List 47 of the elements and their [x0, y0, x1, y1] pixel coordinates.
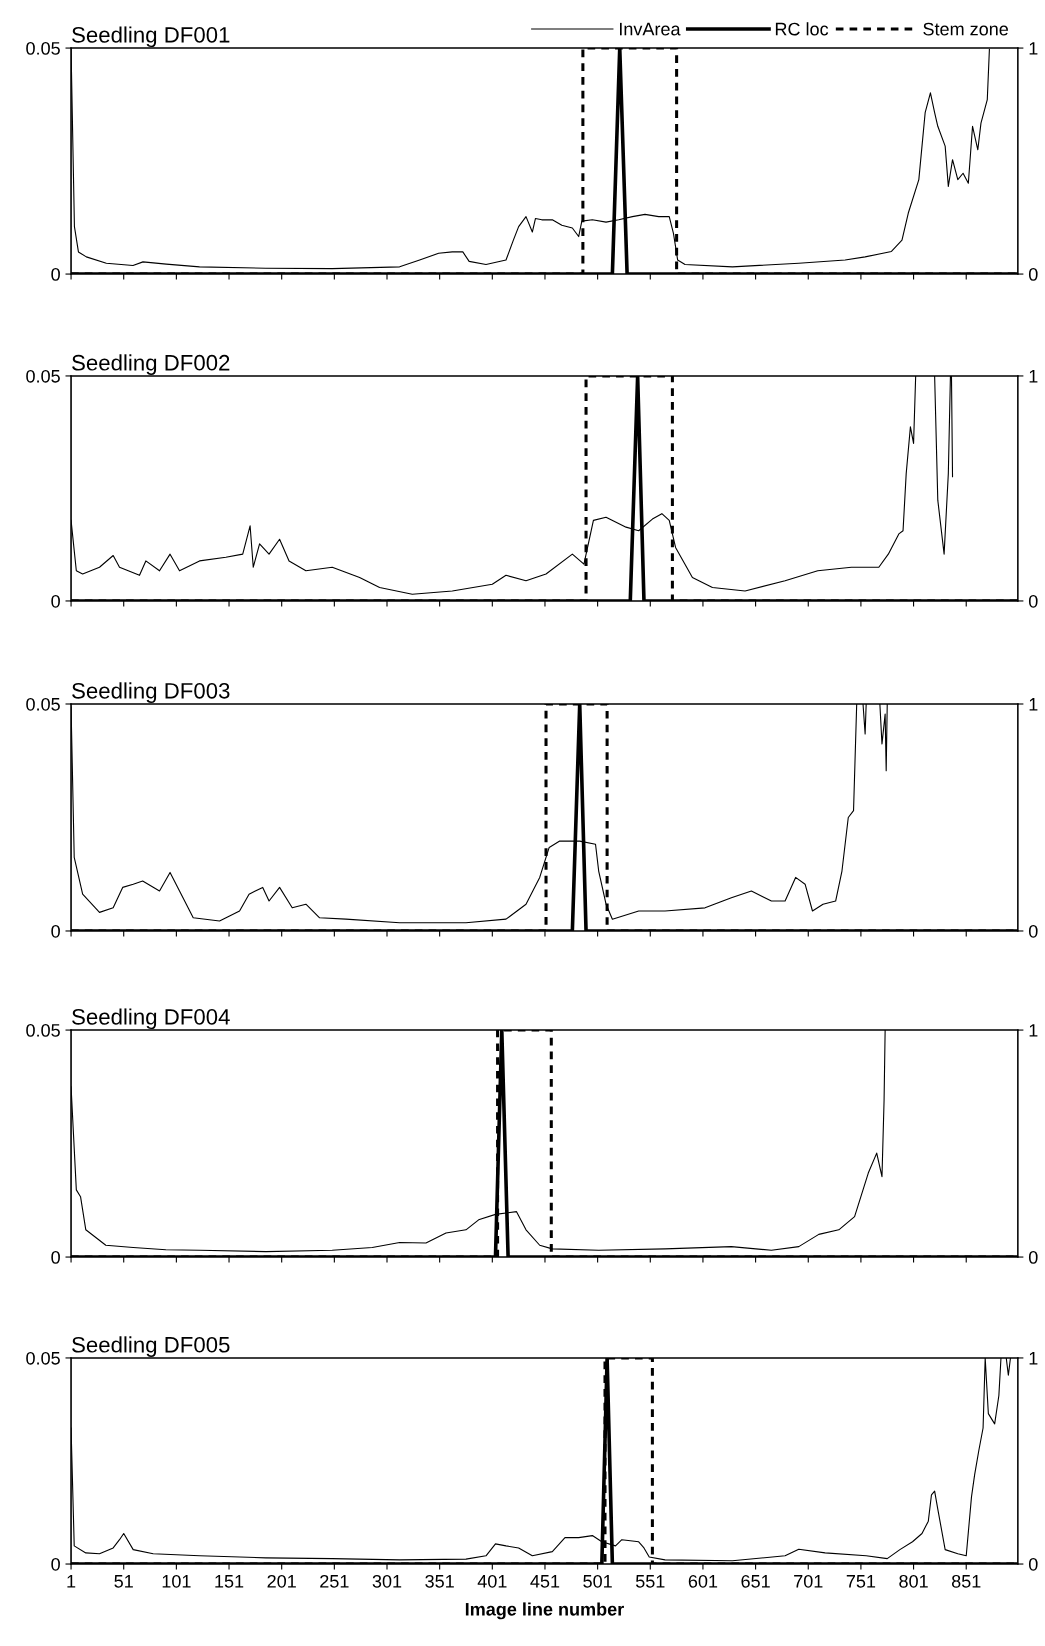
x-tick-label: 201 — [267, 1574, 296, 1588]
x-tick-label: 751 — [846, 1575, 876, 1588]
y-tick-label: 0 — [51, 594, 60, 608]
y-tick-label: 0 — [51, 267, 60, 281]
y2-tick-label: 1 — [1029, 370, 1038, 383]
x-tick-label: 601 — [688, 1574, 718, 1588]
y-tick-label: 0 — [51, 1557, 60, 1571]
y-tick-label: 0 — [51, 924, 60, 938]
y-tick-label: 0.05 — [26, 1024, 60, 1037]
x-tick-label: 151 — [215, 1575, 244, 1588]
x-tick-label: 101 — [162, 1574, 191, 1588]
x-tick-label: 401 — [477, 1574, 507, 1588]
y-tick-label: 0.05 — [26, 697, 60, 711]
y2-tick-label: 1 — [1029, 42, 1038, 55]
x-tick-label: 251 — [320, 1574, 349, 1588]
y2-tick-label: 1 — [1029, 698, 1038, 711]
y2-tick-label: 0 — [1028, 1557, 1038, 1571]
chart-title: Seedling DF005 — [72, 1336, 230, 1358]
x-tick-label: 851 — [951, 1574, 981, 1588]
y2-tick-label: 1 — [1029, 1024, 1038, 1037]
x-tick-label: 551 — [635, 1575, 665, 1588]
legend-label: RC loc — [775, 22, 829, 36]
chart-title: Seedling DF002 — [72, 354, 230, 375]
x-tick-label: 351 — [425, 1574, 454, 1588]
x-tick-label: 1 — [67, 1575, 76, 1588]
x-tick-label: 501 — [583, 1574, 612, 1588]
y2-tick-label: 0 — [1028, 1250, 1038, 1264]
y2-tick-label: 0 — [1028, 924, 1038, 938]
chart-title: Seedling DF003 — [72, 682, 230, 704]
y2-tick-label: 1 — [1029, 1352, 1038, 1365]
x-tick-label: 701 — [794, 1574, 823, 1588]
y2-tick-label: 0 — [1028, 267, 1038, 281]
x-tick-label: 801 — [899, 1574, 928, 1588]
y-tick-label: 0.05 — [26, 42, 60, 55]
x-tick-label: 651 — [741, 1574, 770, 1588]
chart-title: Seedling DF001 — [72, 26, 230, 48]
chart-title: Seedling DF004 — [72, 1008, 230, 1030]
legend-label: Stem zone — [923, 22, 1008, 36]
legend-label: InvArea — [619, 22, 681, 36]
y-tick-label: 0.05 — [26, 1351, 60, 1365]
x-tick-label: 301 — [372, 1574, 402, 1588]
y2-tick-label: 0 — [1028, 594, 1038, 608]
y-tick-label: 0 — [51, 1250, 60, 1264]
x-tick-label: 451 — [530, 1575, 560, 1588]
x-axis-title: Image line number — [465, 1602, 624, 1620]
x-tick-label: 51 — [114, 1575, 133, 1588]
y-tick-label: 0.05 — [26, 369, 60, 383]
